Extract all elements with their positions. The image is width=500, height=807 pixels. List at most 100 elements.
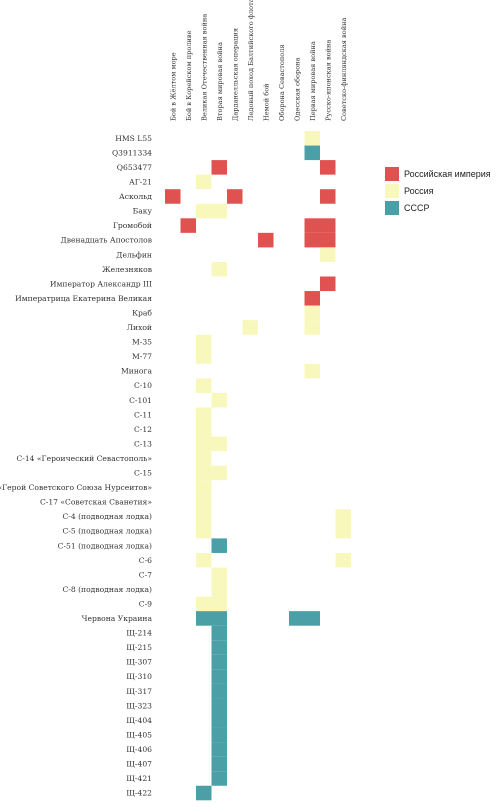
heatmap-cell bbox=[211, 465, 227, 481]
heatmap-cell bbox=[211, 640, 227, 655]
column-label: Великая Отечественная война bbox=[200, 14, 208, 121]
row-label: С-16 «Герой Советского Союза Нурсеитов» bbox=[0, 483, 152, 492]
row-label: Императрица Екатерина Великая bbox=[15, 294, 152, 303]
heatmap-cell bbox=[211, 771, 227, 786]
row-label: С-12 bbox=[134, 425, 152, 434]
heatmap-cell bbox=[196, 596, 212, 612]
heatmap-cell bbox=[196, 785, 212, 801]
row-label: Щ-323 bbox=[126, 701, 152, 710]
row-label: Q3911334 bbox=[112, 148, 152, 157]
heatmap-cell bbox=[320, 189, 336, 204]
row-label: С-17 «Советская Сванетия» bbox=[40, 498, 152, 507]
row-label: С-13 bbox=[134, 439, 152, 448]
heatmap-cell bbox=[335, 552, 351, 568]
row-label: М-77 bbox=[132, 352, 152, 361]
heatmap-cell bbox=[196, 509, 212, 524]
column-label: Советско-финляндская война bbox=[340, 17, 348, 121]
column-label: Немой бой bbox=[262, 83, 270, 121]
heatmap-cell bbox=[211, 727, 227, 743]
row-label: Щ-310 bbox=[126, 672, 152, 681]
heatmap-cell bbox=[211, 203, 227, 219]
heatmap-cell bbox=[335, 509, 351, 524]
heatmap-cell bbox=[165, 189, 181, 204]
row-label: С-6 bbox=[139, 556, 152, 565]
heatmap-cell bbox=[211, 683, 227, 699]
legend-label: СССР bbox=[404, 203, 430, 213]
row-label: Щ-422 bbox=[126, 789, 152, 798]
row-label: Минога bbox=[121, 367, 152, 376]
column-label: Русско-японская война bbox=[324, 40, 332, 121]
heatmap-cell bbox=[211, 611, 227, 626]
row-label: С-15 bbox=[134, 469, 152, 478]
row-label: Двенадцать Апостолов bbox=[61, 236, 152, 245]
row-label: Щ-404 bbox=[126, 716, 152, 725]
row-label: С-10 bbox=[134, 381, 152, 390]
row-label: Аскольд bbox=[119, 192, 152, 201]
row-label: С-9 bbox=[139, 599, 152, 608]
heatmap-cell bbox=[196, 552, 212, 568]
row-label: Червона Украина bbox=[82, 614, 153, 623]
column-label: Ледовый поход Балтийского флота bbox=[247, 0, 255, 121]
legend-swatch-ссср bbox=[385, 201, 399, 215]
heatmap-cell bbox=[211, 713, 227, 728]
row-label: Железняков bbox=[102, 265, 152, 274]
heatmap-cell bbox=[320, 218, 336, 233]
heatmap-cell bbox=[320, 276, 336, 292]
heatmap-cell bbox=[196, 436, 212, 452]
heatmap-cell bbox=[180, 218, 196, 233]
row-labels: HMS L55 Q3911334 Q653477 АГ-21 Аскольд Баку Гр… bbox=[0, 134, 153, 798]
heatmap-cell bbox=[211, 538, 227, 553]
row-label: Щ-421 bbox=[126, 774, 152, 783]
heatmap-cell bbox=[211, 654, 227, 670]
heatmap-cell bbox=[211, 567, 227, 583]
legend-swatch-россия bbox=[385, 184, 399, 198]
legend-label: Россия bbox=[404, 186, 434, 196]
row-label: Лихой bbox=[127, 323, 152, 332]
heatmap-cell bbox=[196, 523, 212, 539]
heatmap-cell bbox=[227, 189, 243, 204]
row-label: С-11 bbox=[134, 410, 152, 419]
column-label: Вторая мировая война bbox=[216, 42, 224, 121]
row-label: Щ-406 bbox=[126, 745, 152, 754]
column-label: Первая мировая война bbox=[309, 41, 317, 121]
heatmap-cell bbox=[304, 363, 320, 379]
heatmap-cell bbox=[196, 451, 212, 466]
heatmap-cell bbox=[320, 160, 336, 175]
legend-label: Российская империя bbox=[404, 169, 491, 179]
row-label: С-14 «Героический Севастополь» bbox=[16, 454, 152, 463]
row-label: Громобой bbox=[113, 221, 152, 230]
heatmap-cell bbox=[211, 742, 227, 757]
heatmap-cell bbox=[196, 378, 212, 393]
heatmap-cell bbox=[289, 611, 305, 626]
heatmap-cell bbox=[211, 160, 227, 175]
row-label: Щ-405 bbox=[126, 730, 152, 739]
row-label: Q653477 bbox=[117, 163, 152, 172]
heatmap-cell bbox=[320, 247, 336, 262]
heatmap-cell bbox=[304, 305, 320, 321]
heatmap-cell bbox=[196, 480, 212, 495]
column-label: Бой в Жёлтом море bbox=[169, 52, 177, 121]
row-label: С-5 (подводная лодка) bbox=[62, 527, 152, 536]
row-label: АГ-21 bbox=[129, 178, 152, 187]
row-label: Дельфин bbox=[116, 250, 152, 259]
column-label: Бой в Корейском проливе bbox=[185, 30, 193, 121]
heatmap-cell bbox=[258, 232, 274, 248]
heatmap-cell bbox=[304, 611, 320, 626]
row-label: Краб bbox=[132, 308, 152, 317]
column-label: Одесская оборона bbox=[293, 57, 301, 121]
heatmap-cell bbox=[335, 523, 351, 539]
legend-swatch-российская-империя bbox=[385, 167, 399, 181]
heatmap-cells bbox=[165, 131, 351, 801]
heatmap-cell bbox=[211, 625, 227, 641]
row-label: С-8 (подводная лодка) bbox=[62, 585, 152, 594]
heatmap-cell bbox=[211, 392, 227, 408]
row-label: Император Александр III bbox=[50, 279, 152, 288]
heatmap-cell bbox=[196, 422, 212, 437]
row-label: Щ-215 bbox=[126, 643, 152, 652]
heatmap-cell bbox=[242, 320, 258, 335]
heatmap-cell bbox=[196, 494, 212, 510]
heatmap-cell bbox=[211, 669, 227, 684]
row-label: HMS L55 bbox=[115, 134, 152, 143]
heatmap-cell bbox=[196, 611, 212, 626]
